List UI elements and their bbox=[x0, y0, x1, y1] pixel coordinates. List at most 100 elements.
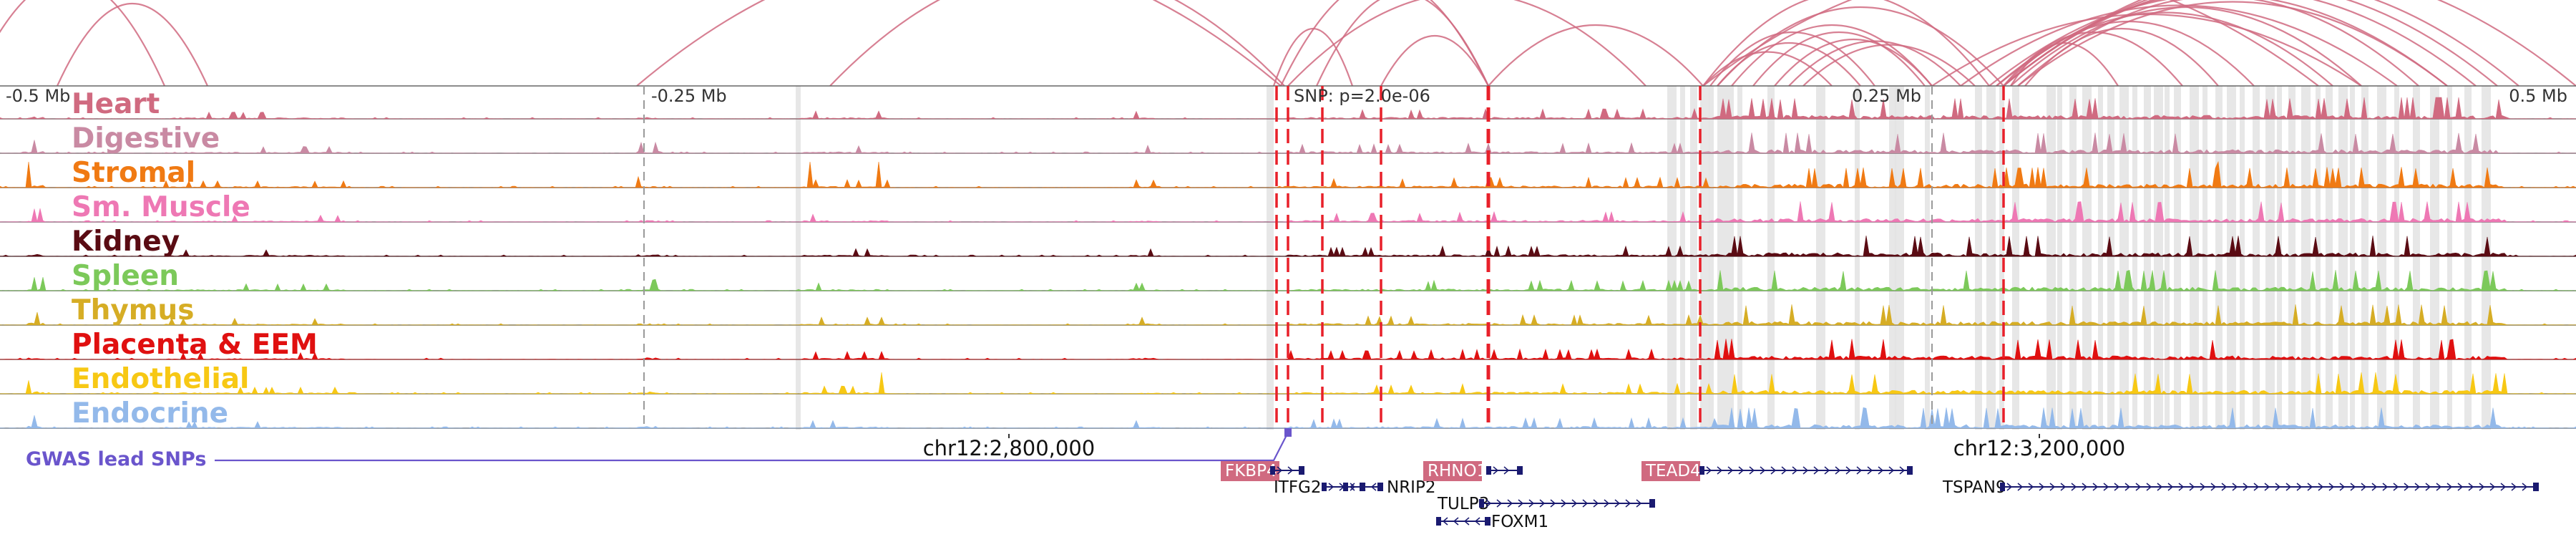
gene-highlight-box bbox=[1221, 461, 1279, 481]
peak-highlight-23 bbox=[2069, 86, 2077, 430]
scale-label-minus-half-mb: -0.5 Mb bbox=[6, 86, 70, 106]
track-signal bbox=[0, 270, 2576, 291]
track-signal bbox=[0, 132, 2576, 154]
peak-highlight-45 bbox=[2338, 86, 2348, 430]
track-signal bbox=[0, 201, 2576, 223]
gwas-track: GWAS lead SNPs chr12:2,800,000 chr12:3,2… bbox=[26, 428, 2125, 470]
strand-arrow bbox=[2060, 483, 2067, 491]
peak-highlight-37 bbox=[2240, 86, 2245, 430]
gene-highlight-box bbox=[1641, 461, 1700, 481]
gene-label: FKBP4 bbox=[1225, 462, 1277, 480]
strand-arrow bbox=[2200, 483, 2206, 491]
strand-arrow bbox=[2489, 483, 2496, 491]
gene-label: TSPAN9 bbox=[1942, 478, 2006, 497]
strand-arrow bbox=[1792, 466, 1798, 475]
strand-arrow bbox=[2500, 483, 2507, 491]
peak-highlight-39 bbox=[2265, 86, 2275, 430]
coordinate-label-3200000: chr12:3,200,000 bbox=[1953, 436, 2126, 460]
strand-arrow bbox=[2339, 483, 2346, 491]
track-7 bbox=[0, 339, 2576, 360]
strand-arrow bbox=[2264, 483, 2270, 491]
track-label-2: Stromal bbox=[72, 157, 195, 189]
gene-itfg2: ITFG2 bbox=[1274, 478, 1365, 497]
loop-arc-20 bbox=[1717, 42, 1861, 87]
track-4 bbox=[0, 236, 2576, 257]
scale-label-plus-half-mb: 0.5 Mb bbox=[2509, 86, 2567, 106]
strand-arrow bbox=[1474, 517, 1480, 526]
peak-highlight-44 bbox=[2326, 86, 2333, 430]
peak-highlight-25 bbox=[2098, 86, 2103, 430]
peak-highlight-2 bbox=[1267, 86, 1274, 430]
strand-arrow bbox=[1770, 466, 1777, 475]
gene-nrip2: NRIP2 bbox=[1343, 478, 1435, 497]
peak-highlight-21 bbox=[2046, 86, 2056, 430]
strand-arrow bbox=[1835, 466, 1841, 475]
exon-block bbox=[1517, 466, 1523, 475]
exon-block bbox=[1649, 499, 1655, 508]
strand-arrow bbox=[1824, 466, 1830, 475]
strand-arrow bbox=[1749, 466, 1755, 475]
peak-highlight-50 bbox=[2413, 86, 2420, 430]
track-label-1: Digestive bbox=[72, 122, 220, 155]
strand-arrow bbox=[2157, 483, 2163, 491]
strand-arrow bbox=[1867, 466, 1873, 475]
strand-arrow bbox=[1888, 466, 1895, 475]
loop-arc-27 bbox=[2010, 6, 2362, 87]
exon-block bbox=[1270, 466, 1275, 475]
loop-arc-30 bbox=[2017, 0, 2419, 87]
gwas-lead-snps-label: GWAS lead SNPs bbox=[26, 448, 206, 470]
loop-arc-13 bbox=[1717, 6, 2004, 87]
peak-highlight-43 bbox=[2316, 86, 2321, 430]
exon-block bbox=[1436, 517, 1441, 526]
peak-highlight-7 bbox=[1709, 86, 1714, 430]
strand-arrow bbox=[2275, 483, 2281, 491]
strand-arrow bbox=[2103, 483, 2109, 491]
loop-arc-31 bbox=[1996, 11, 2333, 87]
gene-fkbp4: FKBP4 bbox=[1221, 461, 1304, 481]
strand-arrow bbox=[2404, 483, 2410, 491]
gene-label: ITFG2 bbox=[1274, 478, 1322, 497]
peak-highlight-13 bbox=[1855, 86, 1860, 430]
peak-highlight-4 bbox=[1680, 86, 1685, 430]
strand-arrow bbox=[2436, 483, 2442, 491]
peak-highlight-29 bbox=[2144, 86, 2151, 430]
track-label-3: Sm. Muscle bbox=[72, 191, 250, 223]
track-label-0: Heart bbox=[72, 88, 160, 120]
strand-arrow bbox=[2350, 483, 2356, 491]
loop-arc-11 bbox=[1702, 0, 2319, 87]
strand-arrow bbox=[1539, 499, 1546, 508]
exon-block bbox=[1699, 466, 1704, 475]
peak-highlight-36 bbox=[2227, 86, 2236, 430]
peak-highlight-47 bbox=[2361, 86, 2368, 430]
peak-highlight-9 bbox=[1724, 86, 1734, 430]
strand-arrow bbox=[1636, 499, 1642, 508]
strand-arrow bbox=[1802, 466, 1809, 475]
scale-label-plus-quarter-mb: 0.25 Mb bbox=[1852, 86, 1921, 106]
strand-arrow bbox=[2328, 483, 2335, 491]
peak-highlight-38 bbox=[2253, 86, 2260, 430]
strand-arrow bbox=[1370, 483, 1377, 491]
strand-arrow bbox=[1727, 466, 1734, 475]
strand-arrow bbox=[1277, 466, 1283, 475]
strand-arrow bbox=[2135, 483, 2142, 491]
strand-arrow bbox=[2479, 483, 2485, 491]
strand-arrow bbox=[1442, 517, 1448, 526]
strand-arrow bbox=[1503, 466, 1510, 475]
peak-highlight-6 bbox=[1700, 86, 1709, 430]
track-signal bbox=[0, 339, 2576, 360]
scale-ruler: -0.5 Mb -0.25 Mb 0.25 Mb 0.5 Mb SNP: p=2… bbox=[6, 86, 2567, 106]
loop-arc-15 bbox=[1752, 32, 1926, 87]
strand-arrow bbox=[1550, 499, 1556, 508]
loop-arc-26 bbox=[2003, 0, 2498, 87]
peak-highlight-32 bbox=[2174, 86, 2181, 430]
strand-arrow bbox=[2006, 483, 2013, 491]
gene-tead4: TEAD4 bbox=[1641, 461, 1913, 481]
strand-arrow bbox=[2425, 483, 2431, 491]
track-label-6: Thymus bbox=[72, 294, 194, 326]
strand-arrow bbox=[2457, 483, 2464, 491]
strand-arrow bbox=[2253, 483, 2260, 491]
strand-arrow bbox=[2285, 483, 2292, 491]
peak-highlight-42 bbox=[2301, 86, 2311, 430]
